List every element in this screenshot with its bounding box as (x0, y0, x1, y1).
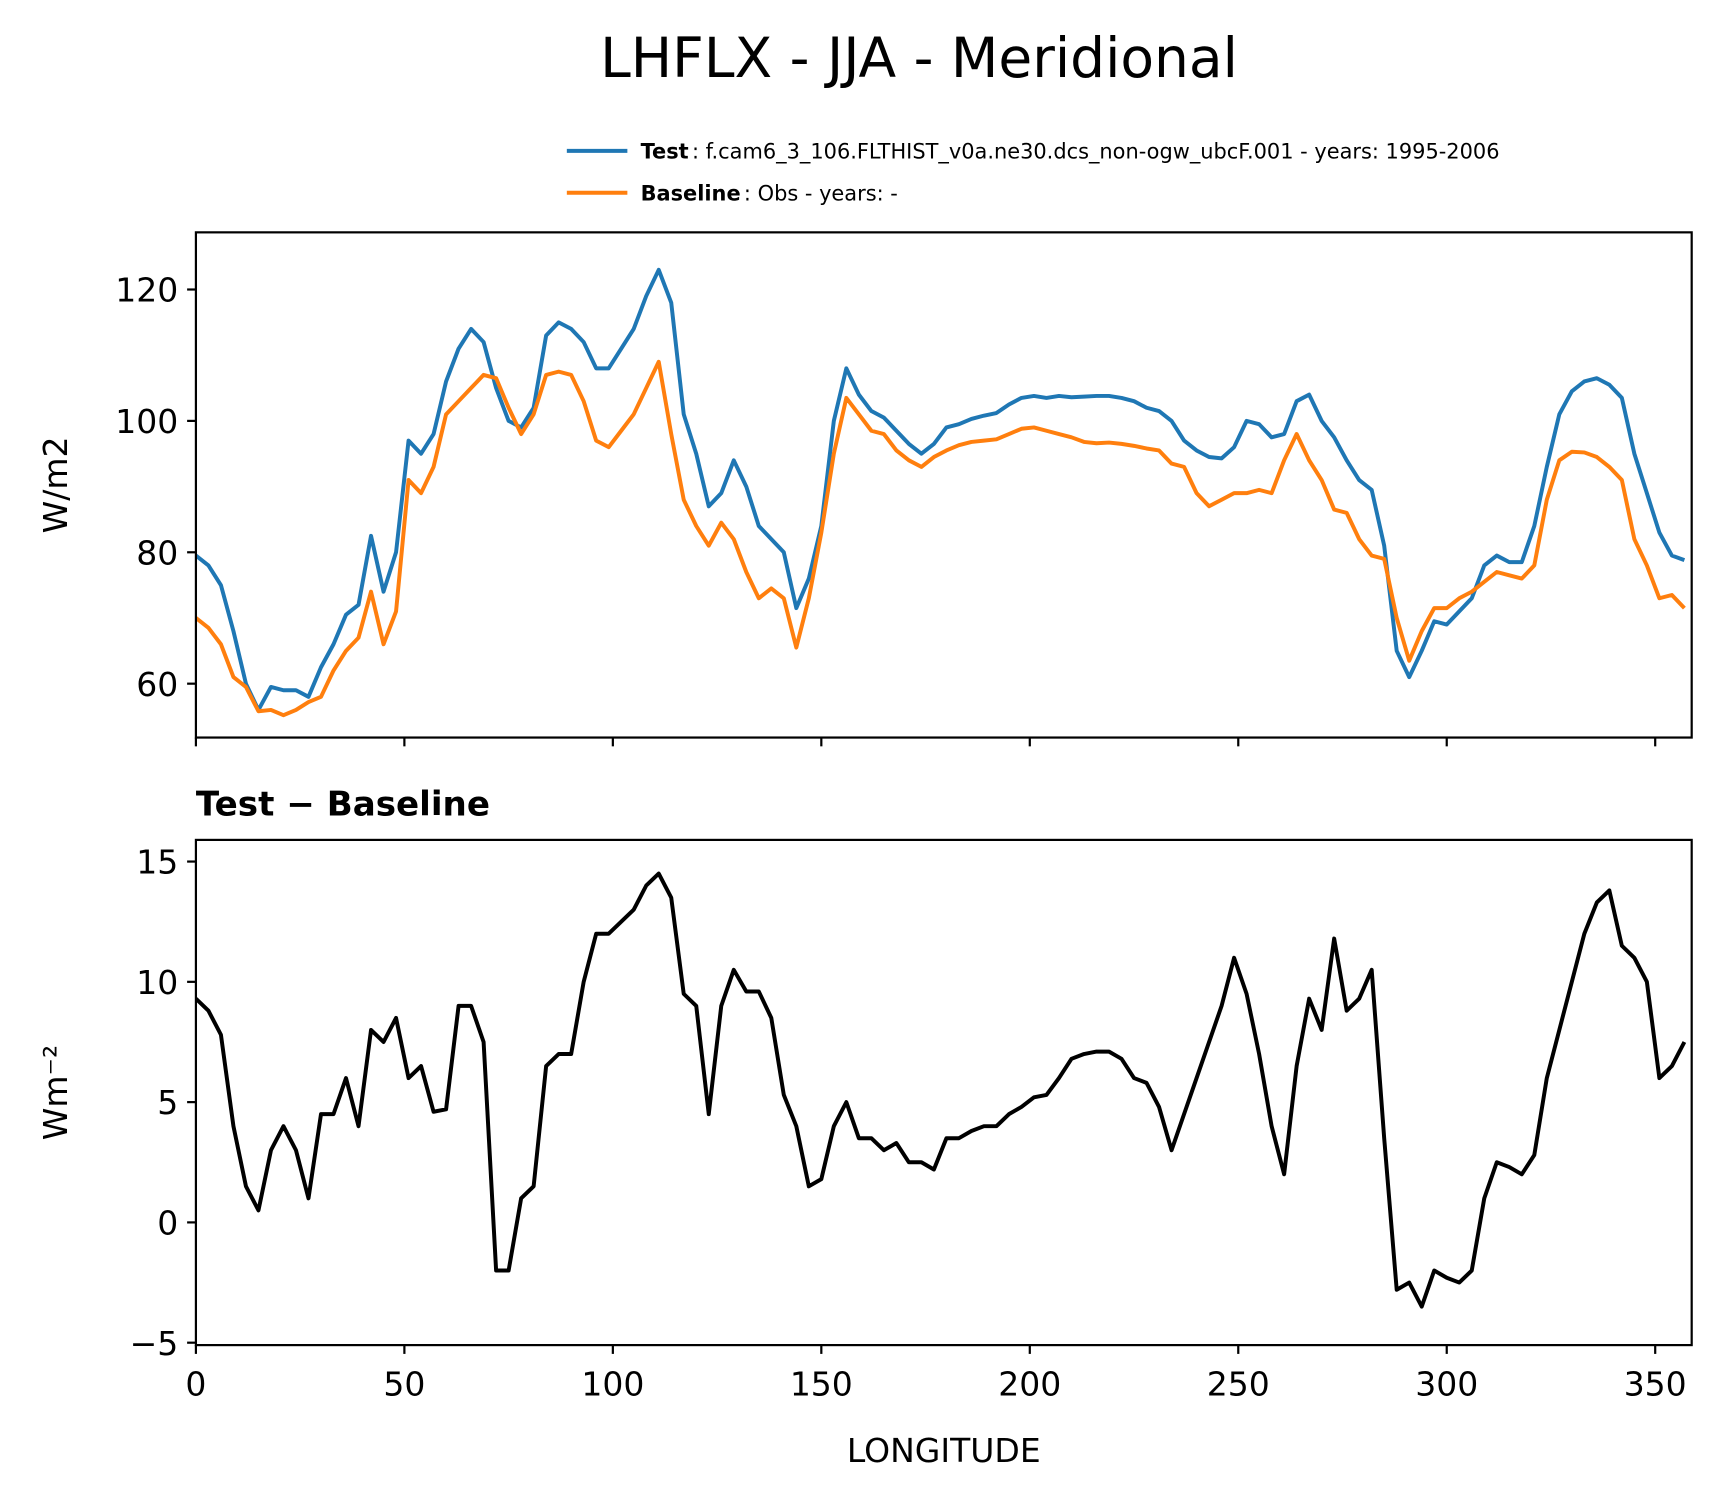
x-tick-label: 300 (1415, 1365, 1478, 1404)
y-tick-label: 80 (136, 533, 178, 572)
y-tick-label: 5 (157, 1083, 178, 1122)
y-axis-label: W/m2 (36, 437, 75, 534)
y-tick-label: 100 (115, 402, 178, 441)
chart-title: LHFLX - JJA - Meridional (600, 26, 1238, 90)
subplot-title: Test − Baseline (196, 785, 490, 825)
x-axis-label: LONGITUDE (847, 1431, 1041, 1470)
y-tick-label: −5 (130, 1324, 179, 1363)
x-tick-label: 250 (1207, 1365, 1270, 1404)
y-axis-label: Wm⁻² (36, 1045, 75, 1140)
axes-frame (194, 838, 1693, 1347)
legend-detail: : f.cam6_3_106.FLTHIST_v0a.ne30.dcs_non-… (692, 140, 1500, 164)
y-tick-label: 0 (157, 1204, 178, 1243)
y-tick-label: 15 (136, 843, 178, 882)
y-tick-label: 10 (136, 963, 178, 1002)
x-tick-label: 0 (185, 1365, 206, 1404)
series-line (195, 359, 1686, 718)
x-tick-label: 100 (581, 1365, 644, 1404)
legend-name: Baseline (641, 181, 741, 205)
series-line (195, 871, 1687, 1309)
x-tick-label: 50 (383, 1365, 425, 1404)
legend-name: Test (641, 140, 689, 164)
y-tick-label: 120 (115, 271, 178, 310)
x-tick-label: 150 (790, 1365, 853, 1404)
axes-frame (194, 231, 1693, 739)
legend-detail: : Obs - years: - (744, 181, 898, 205)
y-tick-label: 60 (136, 665, 178, 704)
x-tick-label: 200 (998, 1365, 1061, 1404)
series-line (195, 267, 1686, 712)
x-tick-label: 350 (1624, 1365, 1687, 1404)
